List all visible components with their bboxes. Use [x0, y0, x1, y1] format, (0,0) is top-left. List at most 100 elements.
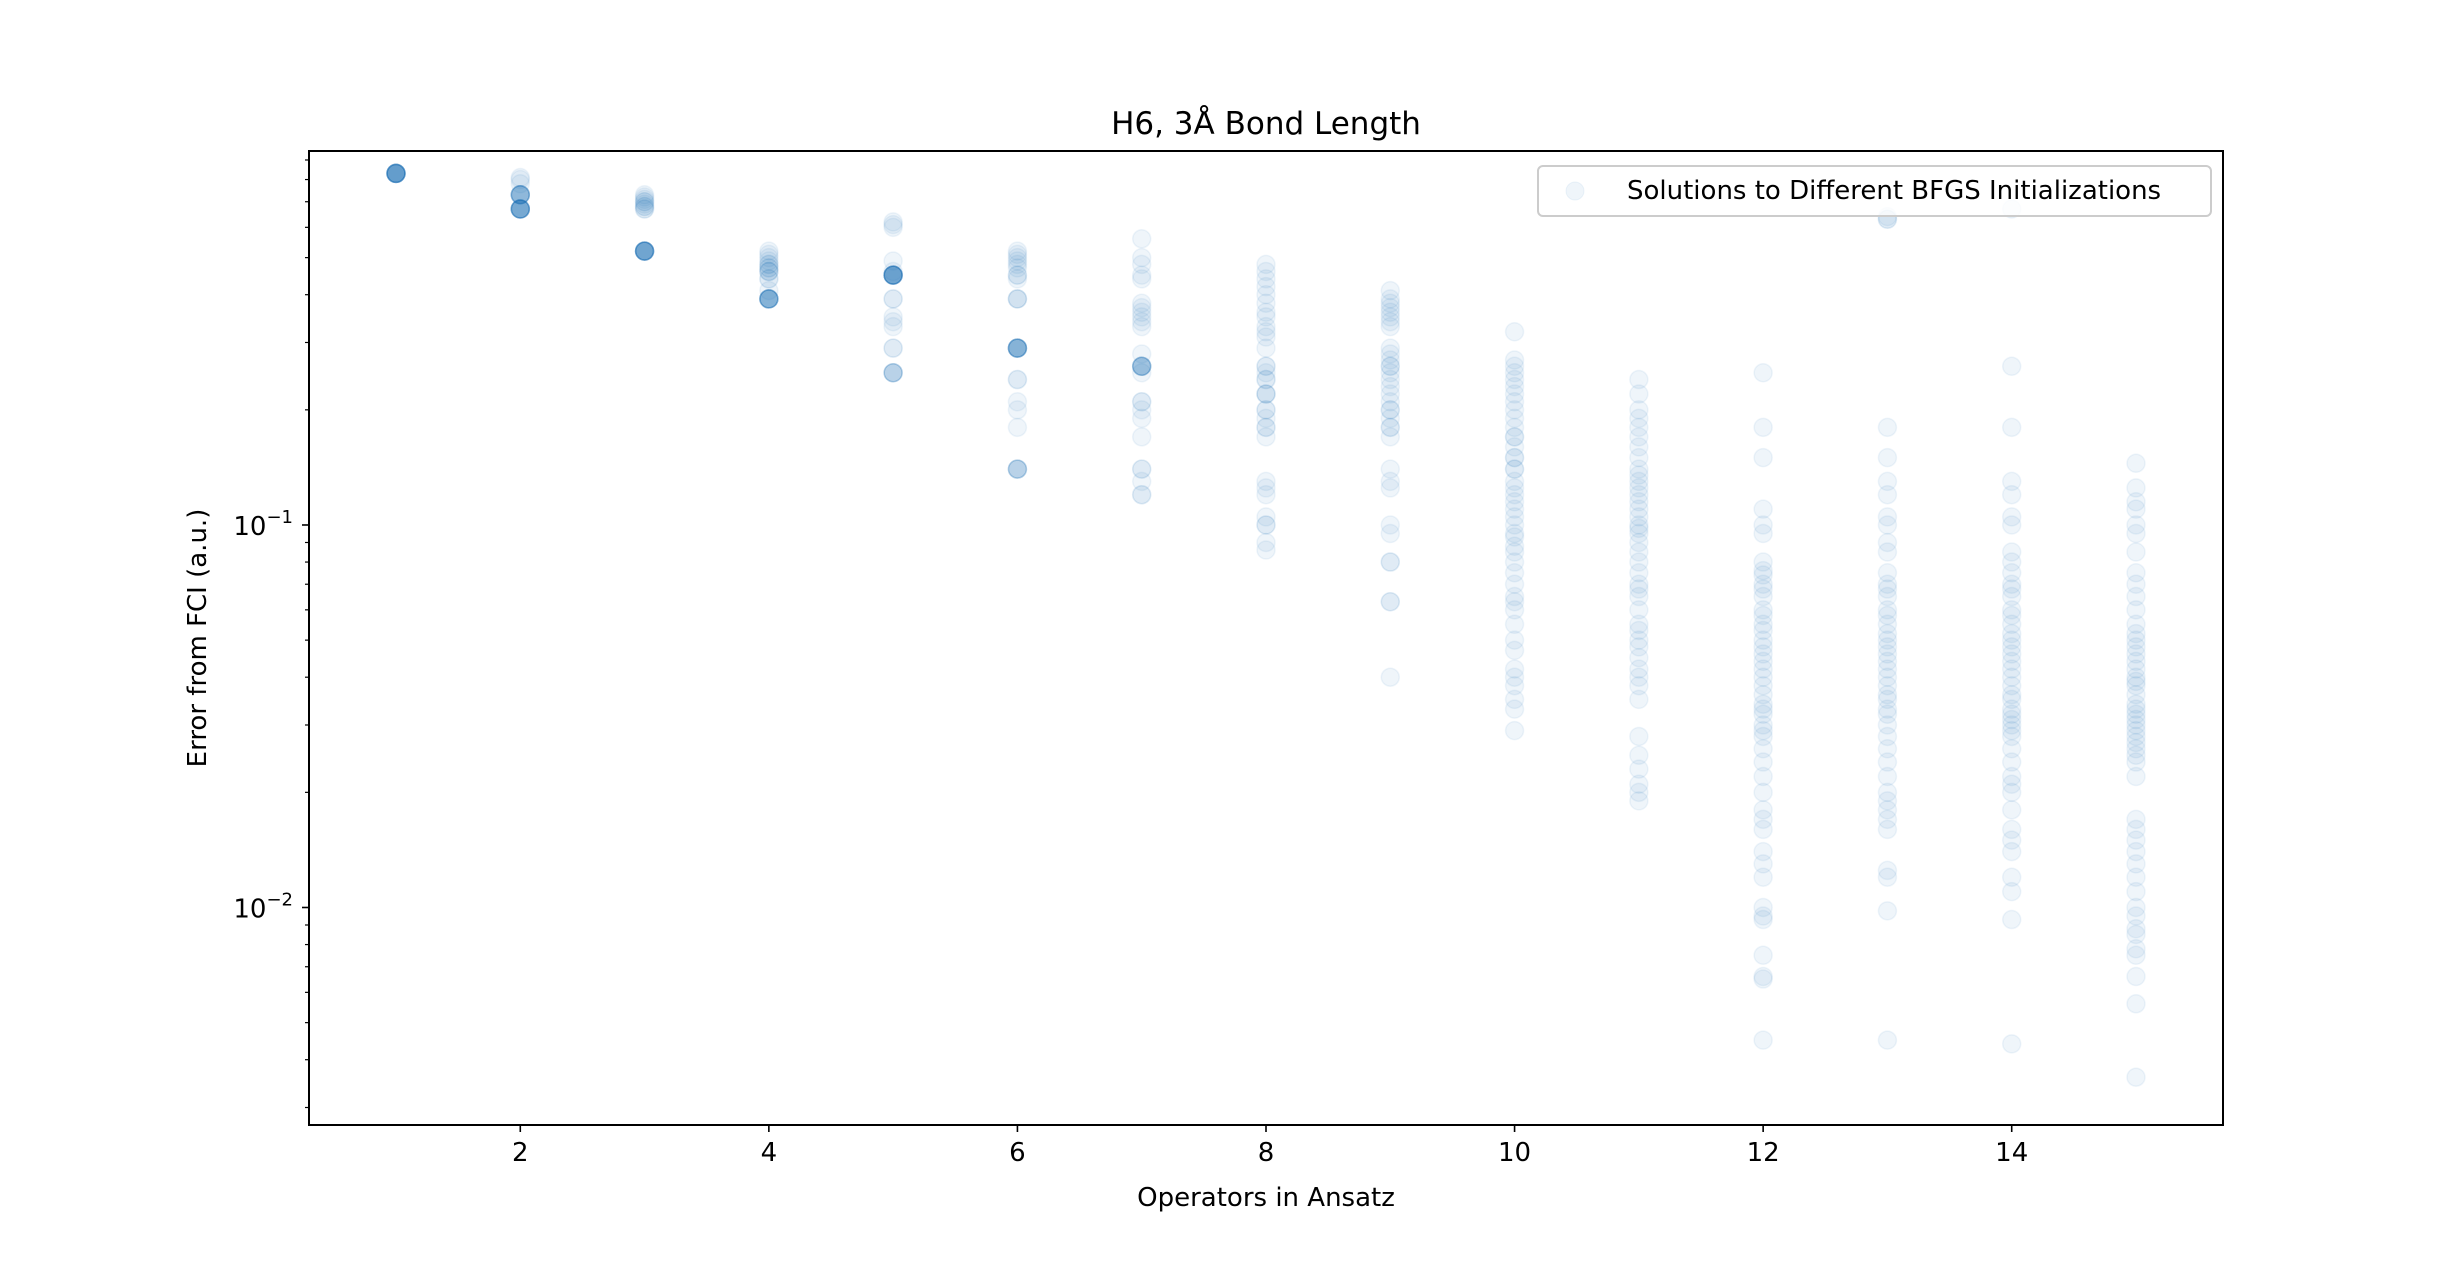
data-point [1504, 459, 1525, 479]
data-point [1629, 447, 1649, 468]
data-point [2001, 630, 2022, 650]
data-point [1007, 459, 1028, 479]
data-point [510, 199, 531, 219]
data-point [2001, 586, 2022, 607]
data-point [1131, 302, 1152, 322]
data-point [1877, 637, 1898, 657]
data-point [1504, 384, 1525, 404]
data-point [2001, 774, 2022, 794]
data-point [1256, 276, 1276, 297]
data-point [634, 241, 655, 261]
data-point [1753, 605, 1773, 626]
data-point [1504, 356, 1525, 377]
data-point [2126, 1067, 2146, 1087]
data-point [2126, 630, 2146, 650]
data-point [1007, 391, 1028, 412]
data-point [1504, 523, 1525, 544]
data-point [1629, 471, 1649, 492]
data-point [2126, 809, 2146, 830]
data-point [1504, 542, 1525, 562]
data-point [2001, 507, 2022, 527]
chart-title: H6, 3Å Bond Length [1111, 106, 1421, 142]
data-point [510, 185, 531, 205]
data-point [2126, 704, 2146, 725]
data-point [1629, 726, 1649, 747]
data-point [510, 185, 531, 205]
data-point [1256, 363, 1276, 383]
data-point [1504, 484, 1525, 505]
data-point [1504, 369, 1525, 390]
data-point [1380, 552, 1401, 572]
data-point [1380, 459, 1401, 479]
data-point [883, 338, 903, 358]
data-point [1256, 369, 1276, 390]
data-point [1380, 350, 1401, 370]
data-point [2001, 819, 2022, 840]
data-point [759, 269, 779, 289]
data-point [1256, 478, 1276, 498]
data-point [2001, 563, 2022, 583]
data-point [386, 163, 406, 184]
data-point [510, 199, 531, 219]
data-point [1131, 265, 1152, 285]
data-point [1256, 338, 1276, 358]
data-point [2126, 659, 2146, 679]
data-point [1629, 574, 1649, 594]
data-point [1877, 574, 1898, 594]
data-point [1629, 667, 1649, 687]
data-point [2001, 659, 2022, 679]
data-point [634, 191, 655, 212]
data-point [883, 363, 903, 383]
data-point [2126, 720, 2146, 741]
data-point [1380, 515, 1401, 535]
data-point [1753, 704, 1773, 725]
data-point [759, 289, 779, 309]
data-point [2126, 637, 2146, 657]
data-point [510, 199, 531, 219]
data-point [1131, 427, 1152, 447]
data-point [1629, 614, 1649, 635]
data-point [759, 247, 779, 268]
data-point [1131, 400, 1152, 420]
data-point [510, 199, 531, 219]
data-point [1753, 906, 1773, 926]
data-point [1504, 536, 1525, 556]
data-point [1753, 637, 1773, 657]
data-point [2126, 830, 2146, 850]
data-point [2001, 830, 2022, 850]
data-point [1504, 427, 1525, 447]
data-point [1629, 484, 1649, 505]
data-point [2001, 709, 2022, 730]
data-point [2126, 939, 2146, 959]
data-point [1256, 254, 1276, 275]
data-point [1753, 800, 1773, 820]
data-point [759, 289, 779, 309]
data-point [2126, 867, 2146, 887]
data-point [1877, 515, 1898, 535]
data-point [2001, 614, 2022, 635]
legend-box [1537, 165, 2212, 217]
data-point [634, 241, 655, 261]
data-point [1504, 391, 1525, 412]
data-point [634, 191, 655, 212]
data-point [1131, 363, 1152, 383]
data-point [1877, 447, 1898, 468]
data-point [1877, 563, 1898, 583]
data-point [1380, 478, 1401, 498]
data-point [1380, 427, 1401, 447]
data-point [1877, 579, 1898, 599]
data-point [634, 199, 655, 219]
data-point [1504, 675, 1525, 696]
data-point [1504, 471, 1525, 492]
data-point [1256, 417, 1276, 438]
data-point [1380, 384, 1401, 404]
data-point [2126, 699, 2146, 719]
data-point [1753, 969, 1773, 989]
data-point [1256, 400, 1276, 420]
data-point [1753, 726, 1773, 747]
data-point [1504, 527, 1525, 547]
data-point [1504, 376, 1525, 397]
data-point [2126, 745, 2146, 766]
data-point [2126, 492, 2146, 512]
data-point [759, 261, 779, 282]
